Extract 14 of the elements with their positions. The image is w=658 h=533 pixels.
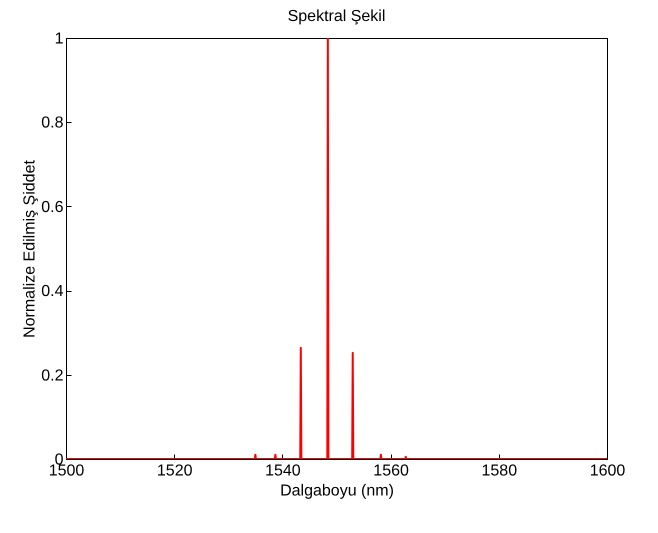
y-axis-title: Normalize Edilmiş Şiddet <box>21 160 38 338</box>
x-tick-label: 1580 <box>482 462 518 480</box>
y-tick-label: 1 <box>54 30 64 48</box>
x-tick-label: 1520 <box>156 462 193 480</box>
y-tick-label: 0.2 <box>41 367 64 384</box>
x-tick-label: 1600 <box>590 462 626 480</box>
y-tick-label: 0.8 <box>41 114 64 132</box>
x-tick-label: 1540 <box>265 462 301 480</box>
y-tick-label: 0.6 <box>41 198 64 216</box>
line-series <box>66 38 607 459</box>
x-tick-label: 1560 <box>373 462 409 480</box>
x-axis-title: Dalgaboyu (nm) <box>280 482 394 500</box>
chart-title: Spektral Şekil <box>288 8 386 25</box>
y-tick-label: 0.4 <box>41 283 64 300</box>
